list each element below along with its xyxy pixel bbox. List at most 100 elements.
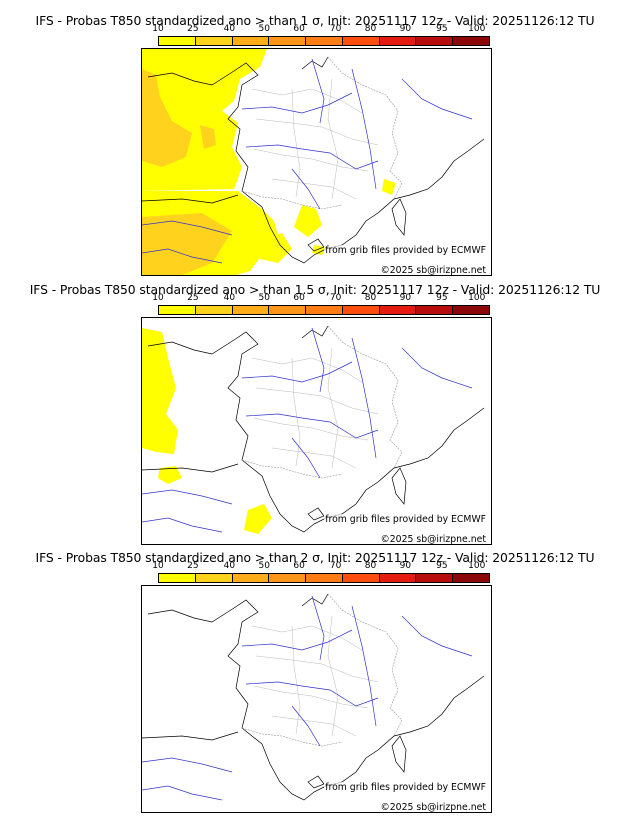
colorbar-segment [453,37,490,45]
colorbar-tick: 25 [187,293,199,303]
colorbar-segment [379,306,417,314]
coastline [391,467,407,505]
probability-area [260,233,292,263]
region-border [251,347,379,469]
country-border [327,56,403,200]
coastline [307,238,325,252]
map-graphic [142,593,485,801]
colorbar-segment [159,306,196,314]
colorbar-tick: 40 [223,293,236,303]
map-panel-2: IFS - Probas T850 standardized ano > tha… [0,270,630,546]
colorbar-tick-labels: 10 25 40 50 60 70 80 90 95 100 [152,24,490,35]
colorbar-segment [453,574,490,582]
colorbar-tick: 90 [399,293,412,303]
country-border [327,325,403,469]
colorbar-segment [416,574,454,582]
probability-area [382,179,396,195]
colorbar-tick: 90 [399,24,412,34]
probability-area [142,328,178,454]
colorbar-tick: 10 [152,24,164,34]
colorbar-segment [269,574,307,582]
map-panel-3: IFS - Probas T850 standardized ano > tha… [0,540,630,816]
colorbar-tick: 60 [293,561,305,571]
colorbar-segment [342,306,380,314]
coastline [391,735,407,773]
colorbar-segment [195,37,233,45]
colorbar-tick: 90 [399,561,412,571]
coastline [142,194,239,204]
colorbar-tick: 70 [329,293,342,303]
coastline [301,56,329,70]
region-border [251,615,379,737]
river [142,489,233,533]
country-border [241,190,343,210]
colorbar-tick: 100 [468,24,486,34]
probability-area [158,466,182,484]
coastline [142,731,239,741]
coastline [391,198,407,236]
probability-area [142,213,232,275]
map-graphic [142,49,485,275]
country-border [241,727,343,747]
country-border [327,593,403,737]
colorbar-tick: 80 [364,561,377,571]
colorbar-tick: 10 [152,561,164,571]
colorbar [158,36,490,46]
map-graphic [142,325,485,534]
probability-area [200,125,216,149]
river [241,58,473,210]
coastline [147,62,485,264]
colorbar-segment [416,306,454,314]
colorbar-segment [342,37,380,45]
river [142,757,233,801]
colorbar-segment [453,306,490,314]
coastline [307,775,325,789]
colorbar-tick: 80 [364,24,377,34]
colorbar [158,573,490,583]
coastline [301,325,329,339]
colorbar-tick: 50 [258,24,270,34]
colorbar-segment [379,574,417,582]
map-panel-1: IFS - Probas T850 standardized ano > tha… [0,0,630,276]
panel-title: IFS - Probas T850 standardized ano > tha… [29,282,601,297]
data-source-credit: from grib files provided by ECMWF [324,782,487,793]
coastline [142,463,239,473]
colorbar-segment [416,37,454,45]
colorbar-tick: 70 [329,24,342,34]
colorbar-tick: 25 [187,561,199,571]
probability-map: from grib files provided by ECMWF ©2025 … [141,48,492,276]
river [142,220,233,264]
copyright-credit: ©2025 sb@irizpne.net [379,802,487,813]
colorbar-segment [306,37,343,45]
colorbar-tick: 25 [187,24,199,34]
colorbar-segment [232,574,270,582]
coastline [147,599,485,801]
colorbar-segment [269,306,307,314]
colorbar-tick: 40 [223,24,236,34]
panel-title: IFS - Probas T850 standardized ano > tha… [35,550,595,565]
colorbar-segment [342,574,380,582]
colorbar-tick: 80 [364,293,377,303]
region-border [251,78,379,200]
colorbar-tick: 60 [293,293,305,303]
data-source-credit: from grib files provided by ECMWF [324,514,487,525]
colorbar-tick-labels: 10 25 40 50 60 70 80 90 95 100 [152,561,490,572]
colorbar-segment [159,37,196,45]
river [241,595,473,747]
colorbar-tick: 100 [468,293,486,303]
colorbar-segment [195,574,233,582]
colorbar-tick: 95 [436,561,448,571]
colorbar-tick: 10 [152,293,164,303]
colorbar-tick: 40 [223,561,236,571]
colorbar-segment [379,37,417,45]
colorbar-tick: 100 [468,561,486,571]
country-border [241,459,343,479]
probability-area [142,69,192,167]
colorbar-segment [269,37,307,45]
colorbar-tick: 95 [436,293,448,303]
panel-title: IFS - Probas T850 standardized ano > tha… [35,13,595,28]
coastline [301,593,329,607]
probability-area [244,504,272,534]
coastline [307,507,325,521]
copyright-credit: ©2025 sb@irizpne.net [379,534,487,545]
